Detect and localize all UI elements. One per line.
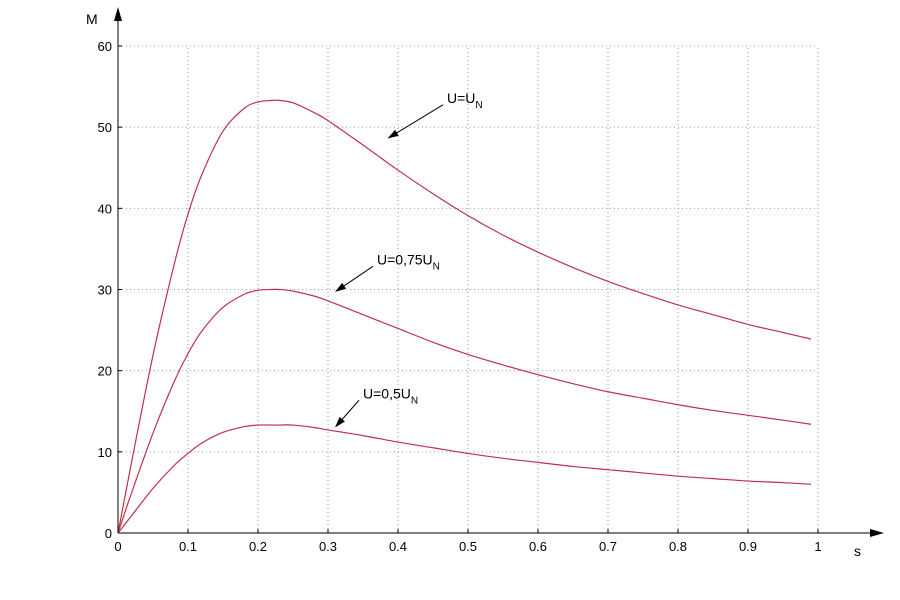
y-tick-label: 10 [98,445,112,460]
y-tick-label: 30 [98,283,112,298]
annotations: U=UN U=0,75UN U=0,5UN [335,90,483,428]
y-axis-label: M [86,11,98,27]
x-tick-label: 0.7 [599,539,617,554]
x-tick-label: 0.4 [389,539,407,554]
x-tick-label: 0.3 [319,539,337,554]
x-tick-label: 0.2 [249,539,267,554]
x-tick-label: 0.1 [179,539,197,554]
x-tick-label: 0 [114,539,121,554]
annotation-arrow-2 [343,265,374,287]
series-line-2 [117,288,812,534]
annotation-arrowhead-3 [335,416,345,428]
x-axis-label: s [854,543,861,559]
annotation-arrow-3 [341,399,360,420]
y-tick-label: 60 [98,39,112,54]
annotation-label-2: U=0,75UN [377,251,440,272]
x-tick-label: 1 [814,539,821,554]
x-tick-label: 0.8 [669,539,687,554]
series-line-1 [117,99,812,534]
series-group [117,99,812,534]
x-tick-label: 0.9 [739,539,757,554]
x-axis-arrowhead [870,529,884,537]
y-tick-label: 50 [98,120,112,135]
y-tick-label: 0 [105,526,112,541]
annotation-label-3: U=0,5UN [363,385,418,406]
annotation-label-1: U=UN [447,90,483,111]
y-axis-arrowhead [114,7,122,21]
annotation-arrowhead-1 [387,129,399,139]
tick-labels: 0 0.1 0.2 0.3 0.4 0.5 0.6 0.7 0.8 0.9 101020304050… [98,39,822,554]
axes: s M [86,7,884,559]
x-tick-label: 0.6 [529,539,547,554]
series-line-3 [117,424,812,534]
y-tick-label: 40 [98,201,112,216]
y-tick-label: 20 [98,364,112,379]
x-tick-label: 0.5 [459,539,477,554]
annotation-arrow-1 [396,104,444,134]
grid [118,45,819,533]
annotation-arrowhead-2 [335,282,347,292]
